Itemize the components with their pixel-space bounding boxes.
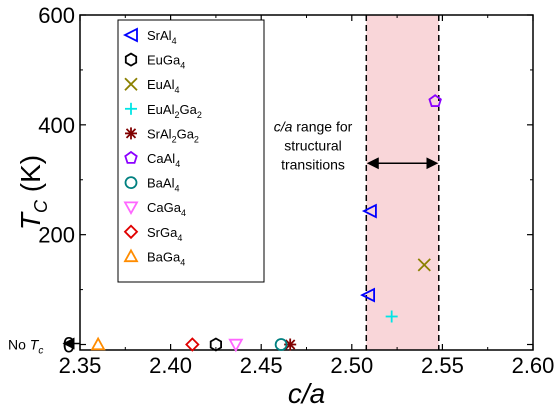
data-point-baga4	[90, 336, 106, 351]
data-point-eual4	[417, 258, 431, 272]
legend-marker-baga4	[123, 248, 139, 263]
data-point-euga4	[209, 337, 222, 352]
data-point-eual2ga2	[385, 310, 398, 323]
x-tick-label: 2.55	[421, 353, 464, 378]
x-axis-label: c/a	[288, 378, 325, 408]
legend-label-baal4: BaAl4	[147, 176, 179, 194]
legend-label-eual2ga2: EuAl2Ga2	[147, 102, 202, 120]
x-tick-label: 2.35	[59, 353, 102, 378]
legend-label-caga4: CaGa4	[147, 200, 186, 218]
legend: SrAl4 EuGa4 EuAl4 EuAl2Ga2 SrAl2Ga2 CaAl4 BaAl…	[117, 19, 265, 283]
data-points-layer	[90, 94, 442, 353]
shaded-region	[366, 15, 439, 350]
y-tick-label: 0	[63, 333, 75, 358]
legend-label-srga4: SrGa4	[147, 225, 182, 243]
legend-label-sral2ga2: SrAl2Ga2	[147, 126, 199, 144]
legend-label-caal4: CaAl4	[147, 151, 180, 169]
x-tick-label: 2.45	[240, 353, 283, 378]
legend-label-sral4: SrAl4	[147, 28, 177, 46]
region-label-line1: c/a range for	[274, 118, 353, 134]
legend-marker-eual4	[124, 77, 138, 91]
legend-marker-baal4	[124, 176, 138, 190]
legend-marker-euga4	[124, 52, 138, 67]
legend-marker-sral2ga2	[125, 127, 137, 140]
x-tick-label: 2.50	[330, 353, 373, 378]
legend-label-baga4: BaGa4	[147, 249, 185, 267]
legend-box	[117, 19, 265, 283]
region-label-line2: structural	[284, 137, 342, 153]
annotation-layer: c/a range for structural transitions	[274, 118, 439, 172]
y-tick-label: 400	[38, 113, 75, 138]
data-point-sral4	[360, 287, 376, 303]
data-point-caga4	[228, 338, 244, 353]
data-point-caal4	[428, 94, 442, 107]
y-axis-label: TC (K)	[15, 155, 51, 230]
shaded-region-layer	[365, 15, 440, 350]
legend-marker-srga4	[123, 224, 139, 240]
x-tick-label: 2.40	[149, 353, 192, 378]
data-point-baal4	[274, 338, 288, 351]
data-point-sral4	[361, 203, 377, 219]
y-tick-label: 200	[38, 223, 75, 248]
ticks-layer: 2.35 2.40 2.45 2.50 2.55 2.60 0 200 400 600	[38, 3, 554, 378]
legend-marker-caal4	[124, 150, 138, 164]
no-tc-label: No Tc	[8, 337, 43, 357]
data-point-srga4	[185, 337, 200, 352]
axis-labels-layer: c/a TC (K) No Tc	[8, 155, 325, 408]
region-label-line3: transitions	[281, 156, 345, 172]
legend-label-eual4: EuAl4	[147, 77, 179, 95]
legend-label-euga4: EuGa4	[147, 53, 185, 71]
legend-marker-caga4	[123, 201, 139, 216]
x-tick-label: 2.60	[512, 353, 555, 378]
legend-marker-sral4	[122, 27, 138, 43]
legend-marker-eual2ga2	[125, 102, 137, 115]
y-tick-label: 600	[38, 3, 75, 28]
